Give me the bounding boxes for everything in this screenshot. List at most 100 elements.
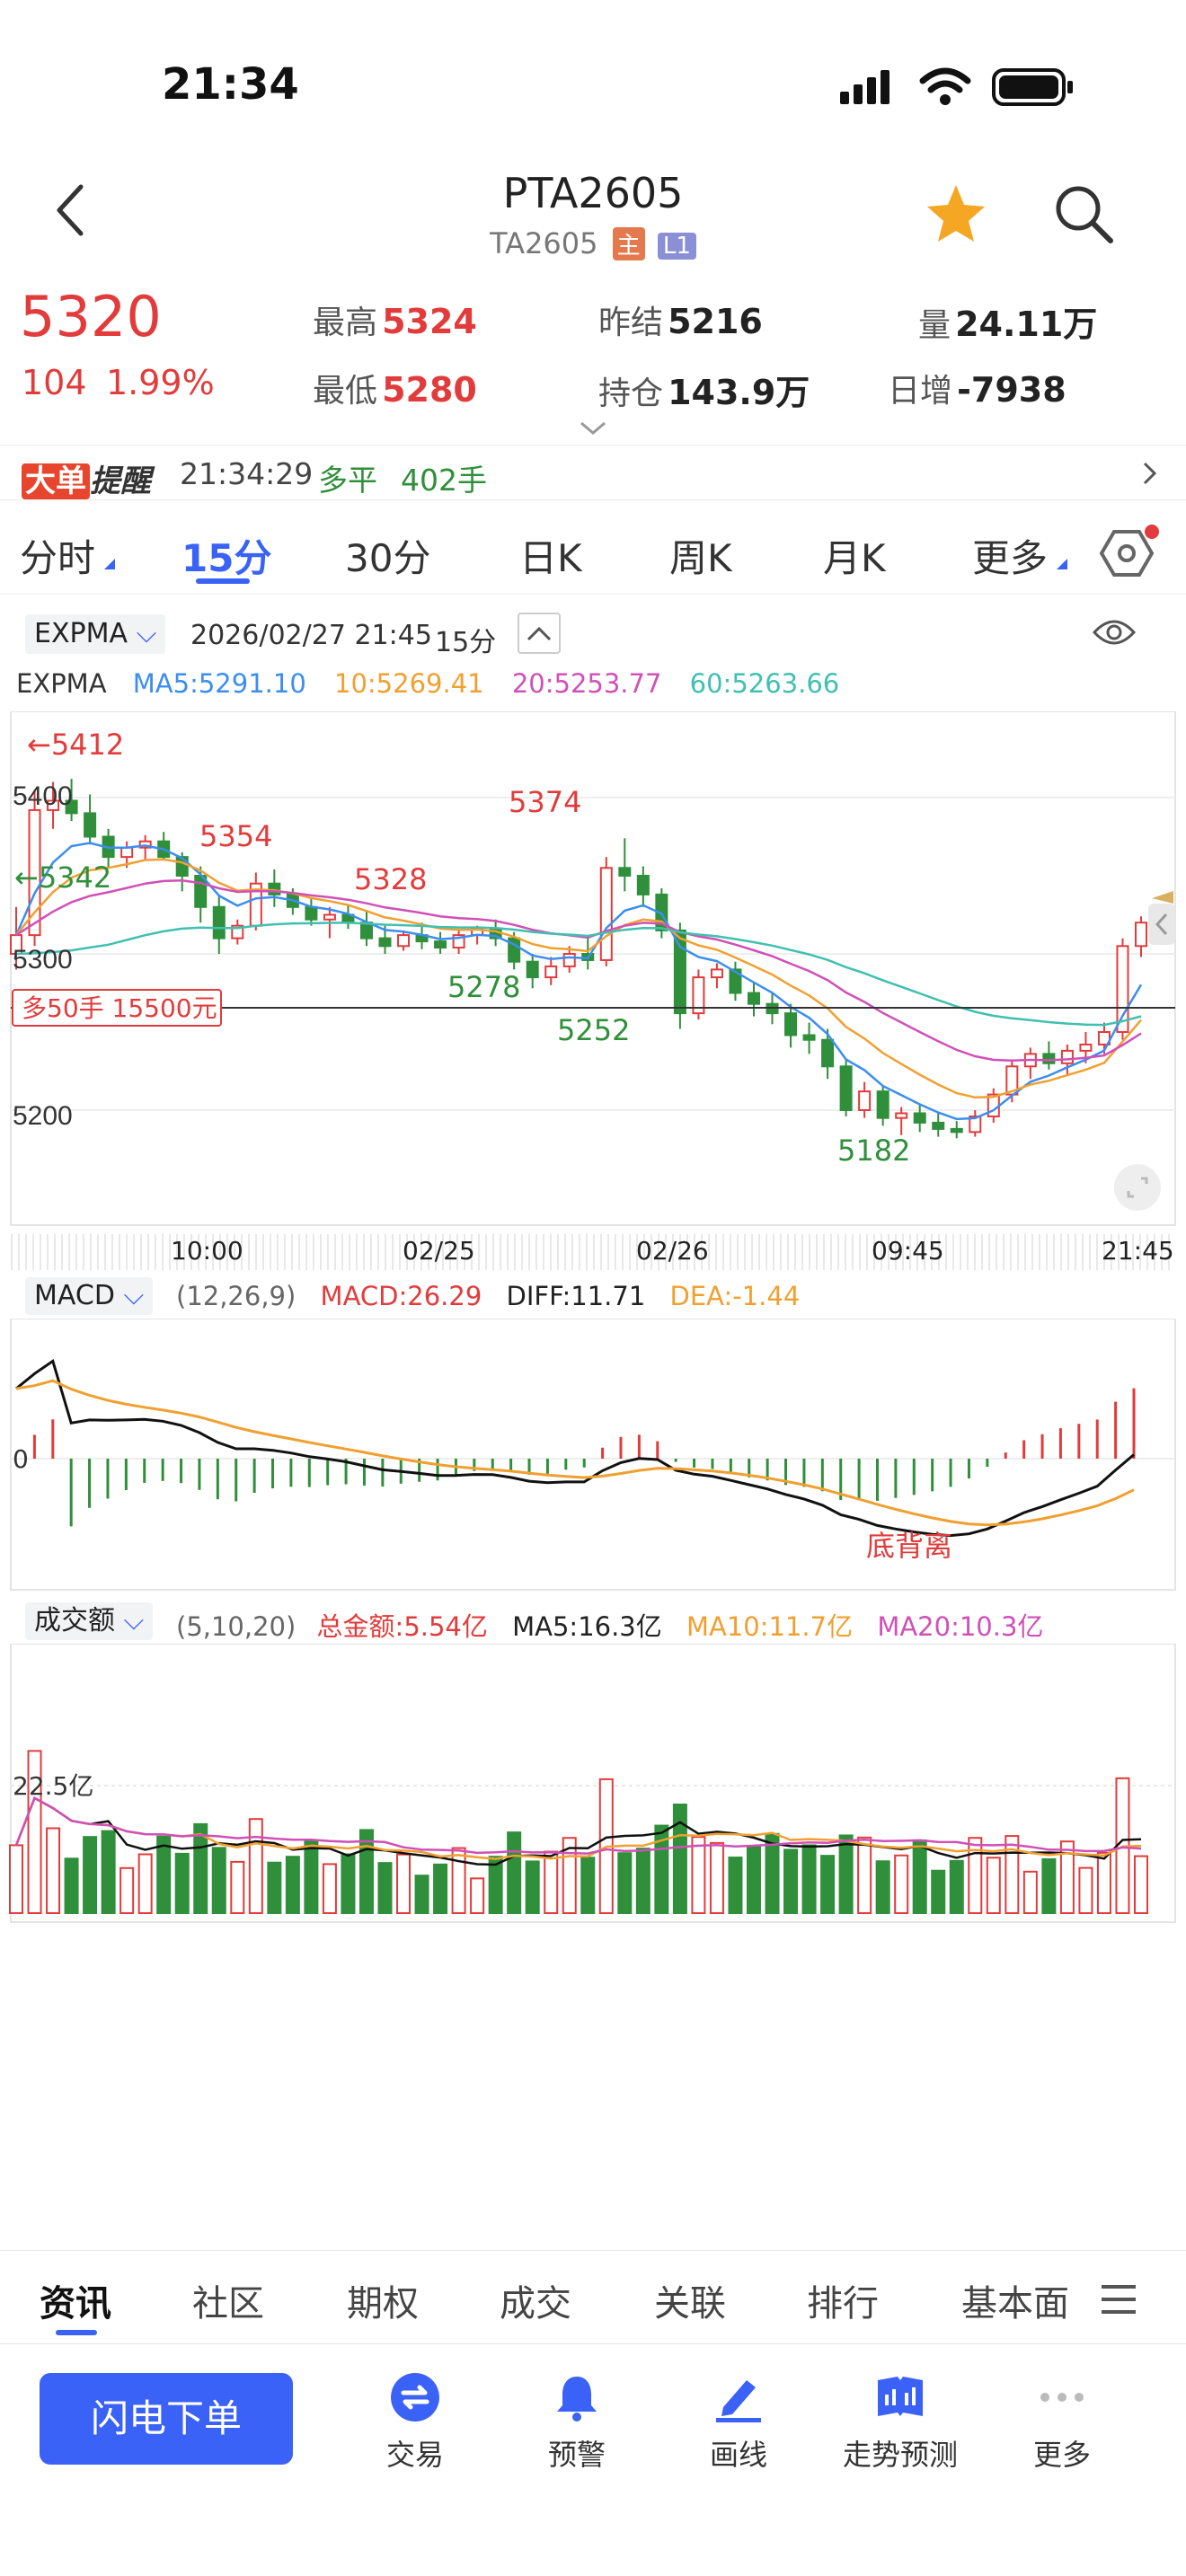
ma20-legend: 20:5253.77 xyxy=(511,668,662,699)
turnover-chevron-icon: ⌵ xyxy=(123,1605,145,1636)
candlestick-chart[interactable]: 5400 5300 5200 ←5412 ←5342 5374 5354 532… xyxy=(0,711,1186,1232)
turnover-bar xyxy=(875,1860,890,1914)
candle-body xyxy=(913,1112,926,1124)
candle-body xyxy=(839,1065,853,1111)
candle-body xyxy=(397,934,411,948)
position-tag[interactable]: 多50手 15500元 xyxy=(12,989,222,1027)
info-tab-5[interactable]: 排行 xyxy=(807,2283,879,2325)
candle-body xyxy=(784,1012,798,1037)
pen-icon xyxy=(716,2380,761,2422)
chart-area[interactable]: EXPMA ⌵ 2026/02/27 21:45 15分 EXPMA MA5:5… xyxy=(0,595,1186,2247)
macd-chart[interactable]: 0 底背离 xyxy=(0,1319,1186,1597)
toolbar-trade[interactable]: 交易 xyxy=(334,2371,496,2474)
turnover-bar xyxy=(912,1839,927,1914)
turnover-bar xyxy=(322,1863,337,1914)
info-tab-0[interactable]: 资讯 xyxy=(40,2283,111,2325)
right-edge-handle[interactable] xyxy=(1148,891,1175,945)
ma5-legend: MA5:5291.10 xyxy=(132,668,306,699)
candle-body xyxy=(802,1034,816,1041)
search-icon[interactable] xyxy=(1053,183,1116,246)
daily-inc-group: 日增 -7938 xyxy=(888,365,1067,411)
info-tab-1[interactable]: 社区 xyxy=(192,2283,264,2325)
tab-period-2[interactable]: 30分 xyxy=(345,536,431,580)
alert-type: 多平 xyxy=(318,463,377,498)
turnover-chart[interactable]: 22.5亿 xyxy=(0,1644,1186,1931)
toolbar-forecast-label: 走势预测 xyxy=(842,2438,958,2472)
macd-diff: DIFF:11.71 xyxy=(506,1281,646,1311)
candle-body xyxy=(1042,1053,1056,1064)
toolbar-forecast[interactable]: 走势预测 xyxy=(819,2371,981,2474)
candle-body xyxy=(65,799,78,815)
candle-body xyxy=(84,812,97,838)
volume-value: 24.11万 xyxy=(955,304,1098,344)
turnover-bar xyxy=(1059,1840,1075,1914)
back-chevron-icon[interactable] xyxy=(52,181,88,239)
macd-selector-label: MACD xyxy=(34,1280,115,1311)
tab-period-4[interactable]: 周K xyxy=(669,536,732,580)
toolbar-alert[interactable]: 预警 xyxy=(496,2371,658,2474)
candle-body xyxy=(305,905,318,921)
turnover-bar xyxy=(156,1835,172,1915)
macd-selector[interactable]: MACD ⌵ xyxy=(25,1277,154,1315)
candle-body xyxy=(562,953,576,967)
expand-chevron-icon[interactable] xyxy=(579,420,607,437)
turnover-bar xyxy=(986,1857,1001,1914)
collapse-button[interactable] xyxy=(518,613,561,654)
candle-body xyxy=(950,1127,963,1134)
turnover-bar xyxy=(507,1831,522,1914)
info-tab-2[interactable]: 期权 xyxy=(347,2283,419,2325)
open-interest-value: 143.9万 xyxy=(668,373,810,412)
turnover-bar xyxy=(267,1861,282,1914)
turnover-bar xyxy=(46,1827,61,1914)
turnover-bar xyxy=(414,1875,429,1914)
daily-inc-label: 日增 xyxy=(888,373,953,410)
tab-period-0[interactable]: 分时 xyxy=(20,536,96,580)
turnover-bar xyxy=(672,1804,687,1914)
annot-5354: 5354 xyxy=(199,819,272,853)
volume-label: 量 xyxy=(918,307,951,344)
info-tab-4[interactable]: 关联 xyxy=(654,2283,726,2325)
toolbar-more[interactable]: 更多 xyxy=(981,2371,1143,2474)
tab-period-5[interactable]: 月K xyxy=(823,536,886,580)
alert-time: 21:34:29 xyxy=(180,456,314,491)
annot-5252: 5252 xyxy=(557,1013,630,1047)
candle-body xyxy=(599,867,613,961)
tab-period-6[interactable]: 更多 xyxy=(972,536,1049,580)
eye-icon[interactable] xyxy=(1093,616,1136,648)
turnover-bar xyxy=(931,1869,946,1914)
turnover-bar xyxy=(1078,1866,1093,1915)
turnover-selector[interactable]: 成交额 ⌵ xyxy=(25,1602,154,1640)
turnover-bar xyxy=(857,1836,872,1914)
chart-datetime: 2026/02/27 21:45 xyxy=(190,620,432,651)
turnover-total: 总金额:5.54亿 xyxy=(316,1611,488,1642)
macd-chevron-icon: ⌵ xyxy=(123,1280,145,1311)
turnover-bar xyxy=(820,1855,836,1915)
fullscreen-icon[interactable] xyxy=(1114,1164,1161,1211)
candle-body xyxy=(1079,1043,1093,1052)
candle-body xyxy=(47,799,60,811)
indicator-selector[interactable]: EXPMA ⌵ xyxy=(25,614,166,654)
alert-arrow-icon[interactable] xyxy=(1141,460,1159,487)
lightning-order-button[interactable]: 闪电下单 xyxy=(40,2373,293,2465)
big-order-alert-bar[interactable]: 大单 提醒 21:34:29 多平 402手 xyxy=(0,445,1186,500)
turnover-bar xyxy=(285,1856,300,1915)
toolbar-trade-label: 交易 xyxy=(385,2438,444,2472)
candle-body xyxy=(747,992,760,1005)
settings-hex-icon[interactable] xyxy=(1098,525,1161,582)
trade-icon xyxy=(391,2373,439,2422)
period-tabs: 分时 15分 30分 日K 周K 月K 更多 xyxy=(0,503,1186,595)
turnover-bar xyxy=(801,1844,817,1914)
price-change: 104 xyxy=(22,363,87,402)
annot-5342: ←5342 xyxy=(14,860,111,895)
favorite-star-icon[interactable] xyxy=(924,181,988,246)
info-tab-6[interactable]: 基本面 xyxy=(961,2283,1069,2325)
tab-period-1[interactable]: 15分 xyxy=(181,536,272,580)
collapse-chevron-icon xyxy=(527,626,552,641)
info-tab-3[interactable]: 成交 xyxy=(500,2283,571,2325)
turnover-params: (5,10,20) xyxy=(176,1611,296,1642)
info-tabs: 资讯 社区 期权 成交 关联 排行 基本面 xyxy=(0,2250,1186,2344)
turnover-bar xyxy=(488,1856,503,1915)
toolbar-draw[interactable]: 画线 xyxy=(658,2371,819,2474)
tab-period-3[interactable]: 日K xyxy=(519,536,582,580)
menu-icon[interactable] xyxy=(1100,2281,1139,2317)
